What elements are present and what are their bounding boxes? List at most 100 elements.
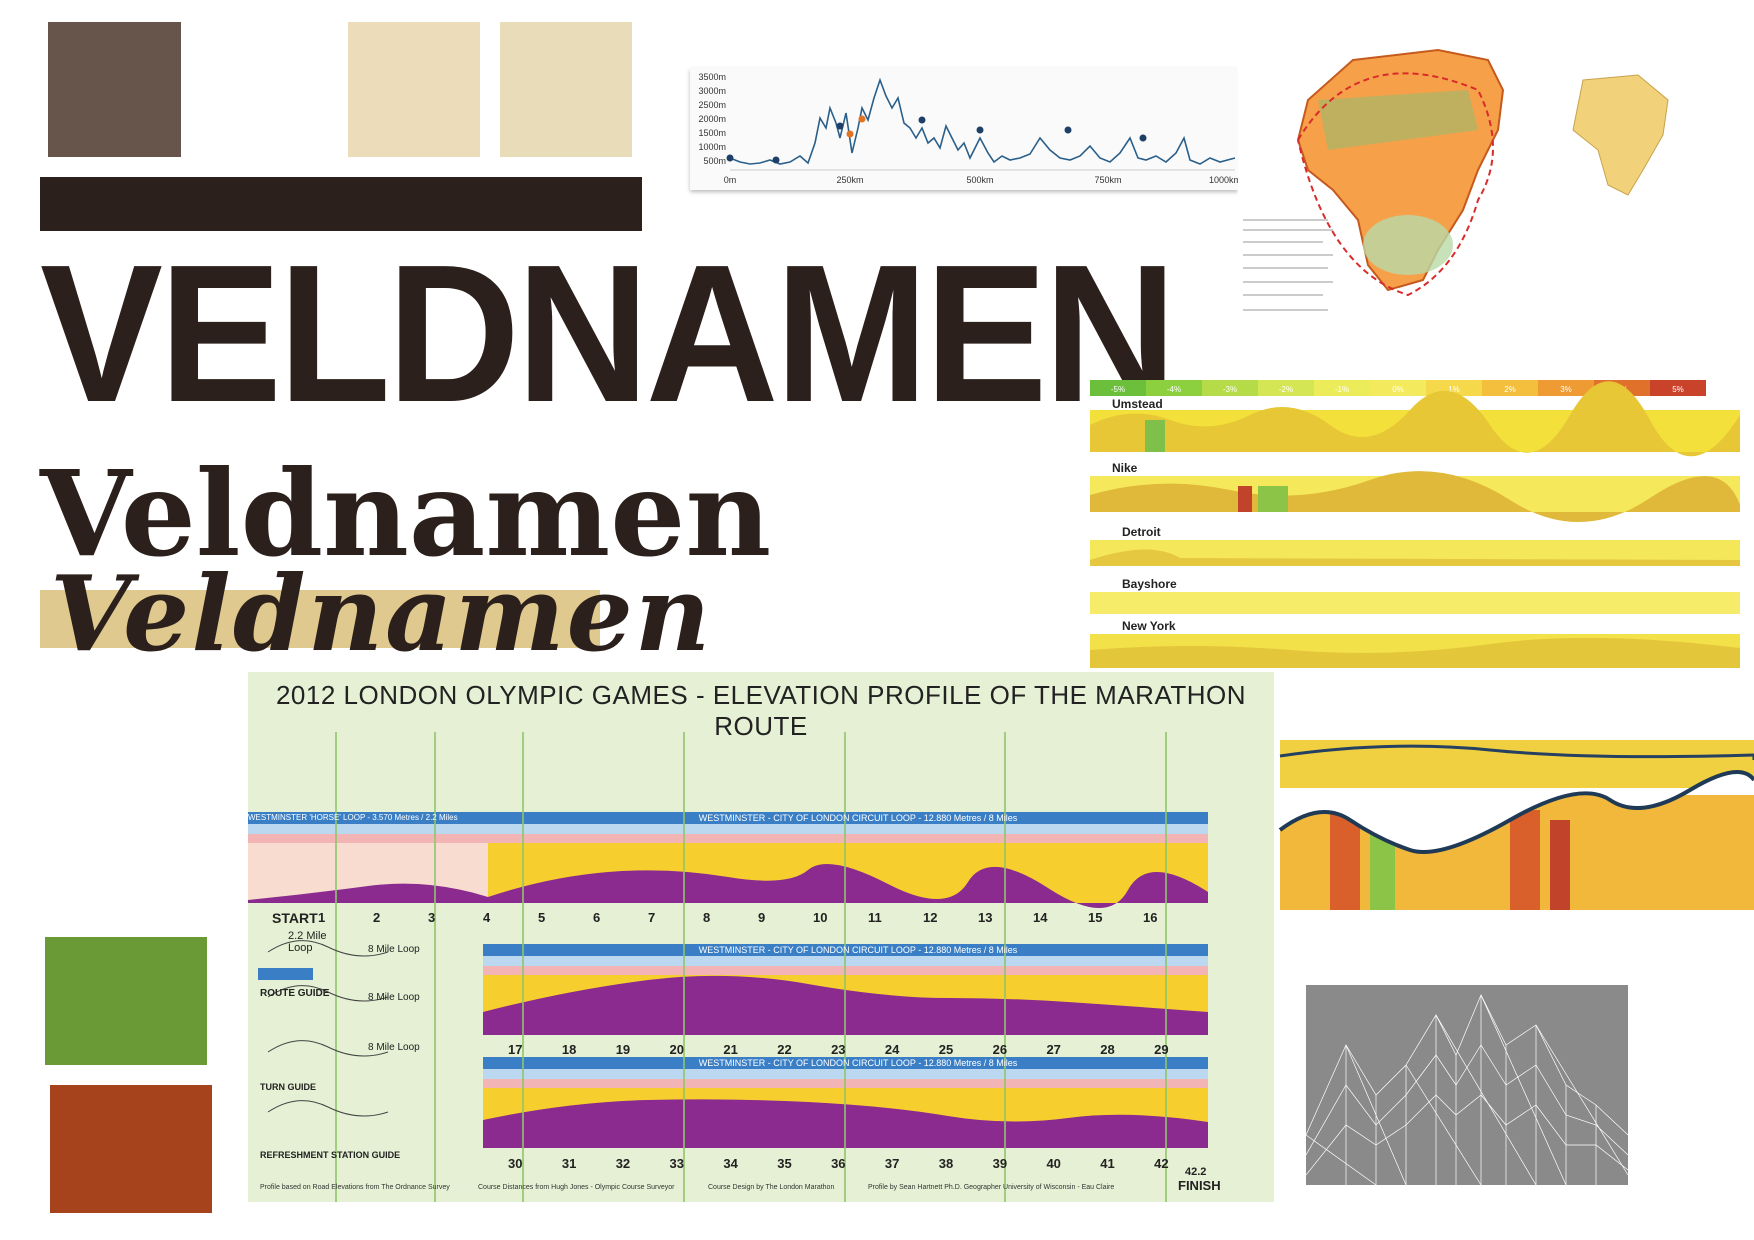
grade-swatch	[1538, 380, 1594, 396]
grade-label: -5%	[1111, 385, 1125, 394]
mile-marker-label: 36	[831, 1156, 846, 1171]
swatch-rust	[50, 1085, 212, 1213]
grade-label: -4%	[1167, 385, 1181, 394]
footer-mid: Course Distances from Hugh Jones - Olymp…	[478, 1184, 675, 1191]
race-band-newyork	[1090, 634, 1740, 668]
title-serif: Veldnamen	[40, 444, 772, 583]
marathon-poster: 2012 LONDON OLYMPIC GAMES - ELEVATION PR…	[248, 672, 1274, 1202]
grade-label: -3%	[1223, 385, 1237, 394]
y-tick-label: 3500m	[698, 72, 726, 82]
elevation-markers	[726, 116, 1147, 164]
mile-marker-label: 1	[318, 910, 326, 925]
poster-row-1	[248, 812, 1208, 909]
grade-swatch	[1370, 380, 1426, 396]
poster-row1-header: WESTMINSTER - CITY OF LONDON CIRCUIT LOO…	[698, 813, 1018, 823]
grade-swatch	[1482, 380, 1538, 396]
race-label: Detroit	[1122, 525, 1161, 539]
y-tick-label: 500m	[703, 156, 726, 166]
y-tick-label: 1000m	[698, 142, 726, 152]
race-label: New York	[1122, 619, 1176, 633]
grade-swatch	[1314, 380, 1370, 396]
row1-miles: 1 2 3 4 5 6 7 8 9 10 11 12 13 14 15 16	[318, 910, 1218, 928]
mile-marker-label: 40	[1046, 1156, 1061, 1171]
elevation-line	[729, 77, 1236, 165]
mile-marker-label: 39	[992, 1156, 1008, 1171]
mile-marker-label: 31	[561, 1156, 577, 1171]
x-tick-label: 500km	[966, 175, 993, 185]
mile-marker-label: 2	[373, 910, 381, 925]
x-tick-label: 250km	[836, 175, 863, 185]
race-band-nike	[1090, 471, 1740, 523]
loop-badge	[258, 968, 313, 980]
mile-marker-label: 27	[1046, 1042, 1061, 1057]
swatch-dark-brown	[48, 22, 181, 157]
x-tick-label: 0m	[724, 175, 737, 185]
mile-marker-label: 30	[508, 1156, 523, 1171]
start-label: START	[272, 910, 318, 926]
race-band-extra-1	[1279, 740, 1754, 788]
wireframe-terrain	[1306, 985, 1628, 1185]
map-legend-lines	[1243, 219, 1333, 311]
africa-map-panel	[1238, 20, 1753, 335]
x-axis-ticks: 0m 250km 500km 750km 1000km	[724, 175, 1238, 185]
title-highlight	[40, 590, 600, 648]
mile-marker-label: 35	[777, 1156, 792, 1171]
race-label: Nike	[1112, 461, 1138, 475]
race-band-extra-2	[1278, 770, 1754, 910]
mile-marker-label: 9	[758, 910, 766, 925]
race-band-bayshore	[1090, 592, 1740, 614]
poster-row2-header: WESTMINSTER - CITY OF LONDON CIRCUIT LOO…	[698, 945, 1018, 955]
desert-region	[1318, 90, 1478, 150]
africa-small-map	[1572, 74, 1669, 196]
grade-label: 1%	[1448, 385, 1460, 394]
side-label-1: 2.2 Mile Loop	[288, 930, 327, 954]
route-sketches	[267, 940, 389, 1117]
grade-label: 3%	[1560, 385, 1572, 394]
elevation-chart: 3500m 3000m 2500m 2000m 1500m 1000m 500m 0m 250…	[690, 68, 1238, 190]
dark-bar	[40, 177, 642, 231]
side-label-3: 8 Mile Loop	[368, 992, 420, 1003]
mile-marker-label: 15	[1088, 910, 1103, 925]
mile-marker-label: 26	[992, 1042, 1008, 1057]
mile-marker-label: 3	[428, 910, 436, 925]
row2-miles: 17 18 19 20 21 22 23 24 25 26 27 28 29	[508, 1042, 1228, 1060]
elevation-marker-orange-2	[846, 130, 854, 138]
side-label-4: 8 Mile Loop	[368, 1042, 420, 1053]
title-bold: VELDNAMEN	[40, 224, 1177, 443]
mile-marker-label: 34	[723, 1156, 738, 1171]
mile-marker-label: 10	[813, 910, 828, 925]
mile-marker-label: 38	[938, 1156, 954, 1171]
poster-row1-left-header: WESTMINSTER 'HORSE' LOOP - 3.570 Metres …	[248, 813, 458, 822]
y-tick-label: 2000m	[698, 114, 726, 124]
mile-marker-label: 18	[561, 1042, 577, 1057]
footer-mid2: Course Design by The London Marathon	[708, 1184, 835, 1191]
mile-marker-label: 13	[978, 910, 993, 925]
grade-swatch	[1650, 380, 1706, 396]
mile-marker-label: 33	[669, 1156, 684, 1171]
swatch-light-beige-2	[500, 22, 632, 157]
swatch-green	[45, 937, 207, 1065]
mile-marker-label: 12	[923, 910, 938, 925]
footer-left: Profile based on Road Elevations from Th…	[260, 1184, 450, 1191]
finish-label: FINISH	[1178, 1178, 1221, 1193]
mile-marker-label: 37	[884, 1156, 900, 1171]
mile-marker-label: 29	[1154, 1042, 1169, 1057]
elevation-marker-orange	[858, 115, 866, 123]
poster-row3-header: WESTMINSTER - CITY OF LONDON CIRCUIT LOO…	[698, 1058, 1018, 1068]
route-guide-title: ROUTE GUIDE	[260, 988, 330, 999]
mile-marker-label: 7	[648, 910, 656, 925]
grade-swatch	[1202, 380, 1258, 396]
race-label: Bayshore	[1122, 577, 1177, 591]
mile-marker-label: 24	[884, 1042, 900, 1057]
y-tick-label: 2500m	[698, 100, 726, 110]
grade-label: -1%	[1335, 385, 1349, 394]
route-dashed	[1297, 72, 1494, 297]
mile-marker-label: 5	[538, 910, 546, 925]
row3-miles: 30 31 32 33 34 35 36 37 38 39 40 41 42	[508, 1156, 1228, 1174]
y-tick-label: 1500m	[698, 128, 726, 138]
mile-marker-label: 42	[1154, 1156, 1169, 1171]
footer-right: Profile by Sean Hartnett Ph.D. Geographe…	[868, 1184, 1115, 1191]
refreshment-title: REFRESHMENT STATION GUIDE	[260, 1150, 401, 1160]
grade-label: -2%	[1279, 385, 1293, 394]
mile-marker-label: 21	[723, 1042, 738, 1057]
